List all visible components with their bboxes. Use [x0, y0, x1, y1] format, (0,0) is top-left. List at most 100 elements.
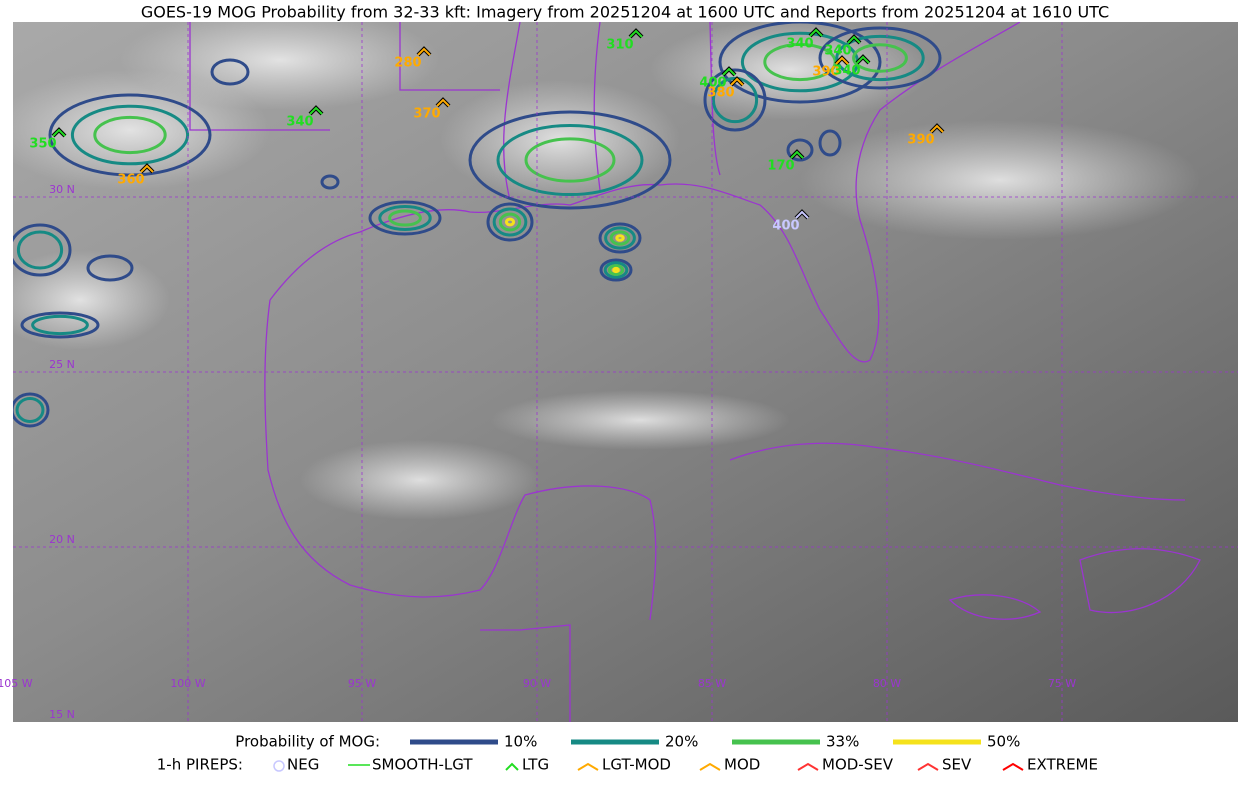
pirep-symbol: [930, 124, 944, 133]
mog-contour: [599, 258, 633, 282]
graticule: [13, 22, 1238, 722]
pirep-symbol: [847, 35, 861, 44]
legend-label: 50%: [987, 733, 1020, 751]
mog-contour: [15, 396, 45, 424]
legend-symbol: [917, 762, 939, 771]
lat-label: 25 N: [49, 358, 75, 371]
legend-label: MOD: [724, 756, 760, 774]
mog-contour: [504, 217, 516, 227]
mog-contour: [368, 200, 442, 236]
pirep-symbol: [795, 210, 809, 219]
pirep-label: 350: [29, 137, 56, 152]
pirep-label: 340: [286, 115, 313, 130]
pirep-symbol: [809, 28, 823, 37]
legend-label: MOD-SEV: [822, 756, 894, 774]
mog-contour: [93, 115, 167, 155]
lon-label: 85 W: [698, 677, 726, 690]
mog-contour: [320, 174, 340, 190]
lon-label: 95 W: [348, 677, 376, 690]
legend-label: NEG: [287, 756, 319, 774]
pirep-label: 280: [394, 56, 421, 71]
mog-contour: [388, 209, 422, 227]
pirep-label: 360: [117, 173, 144, 188]
legend-label: LTG: [522, 756, 549, 774]
lon-label: 75 W: [1048, 677, 1076, 690]
mog-contour: [486, 202, 534, 242]
mog-contour: [86, 254, 134, 282]
pirep-symbol: [856, 55, 870, 64]
lon-label: 90 W: [523, 677, 551, 690]
pirep-label: 340: [824, 44, 851, 59]
mog-contour: [524, 137, 616, 183]
mog-contour: [604, 226, 636, 250]
mog-contour: [20, 311, 100, 339]
legend-symbol: [1002, 762, 1024, 771]
pirep-symbol: [417, 47, 431, 56]
mog-contour: [31, 314, 89, 336]
pirep-label: 390: [812, 65, 839, 80]
mog-contour: [718, 22, 882, 104]
legend-label: 20%: [665, 733, 698, 751]
mog-contour: [835, 34, 925, 82]
legend-symbol: [797, 762, 819, 771]
legend-symbol: [505, 762, 519, 771]
legend-symbol: [577, 762, 599, 771]
pirep-symbol: [436, 98, 450, 107]
lon-label: 100 W: [170, 677, 205, 690]
mog-contour: [378, 204, 432, 232]
pirep-label: 340: [786, 37, 813, 52]
mog-contour: [598, 222, 642, 254]
mog-contour: [210, 58, 250, 86]
pirep-label: 170: [767, 159, 794, 174]
pirep-label: 380: [707, 86, 734, 101]
clouds: [13, 22, 1200, 520]
pirep-symbol: [835, 56, 849, 65]
pirep-symbol: [730, 77, 744, 86]
legend-label: SMOOTH-LGT: [372, 756, 473, 774]
mog-contour: [818, 129, 842, 157]
contours: [13, 22, 942, 428]
lat-label: 15 N: [49, 708, 75, 721]
mog-contour: [786, 138, 814, 162]
pirep-symbol: [309, 106, 323, 115]
mog-contour: [607, 264, 625, 276]
pirep-label: 310: [606, 38, 633, 53]
lat-label: 30 N: [49, 183, 75, 196]
pirep-label: 400: [772, 219, 799, 234]
mog-contour: [612, 266, 620, 274]
pirep-label: 340: [833, 64, 860, 79]
mog-contour: [609, 230, 631, 246]
legend-title: 1-h PIREPS:: [157, 756, 243, 774]
lon-label: 105 W: [0, 677, 33, 690]
mog-contour: [70, 104, 190, 166]
mog-contour: [16, 230, 64, 270]
mog-contour: [492, 207, 528, 237]
lon-label: 80 W: [873, 677, 901, 690]
mog-contour: [13, 223, 72, 277]
pirep-label: 370: [413, 107, 440, 122]
mog-contour: [703, 68, 767, 132]
mog-contour: [496, 123, 644, 197]
legend-label: SEV: [942, 756, 972, 774]
mog-contour: [615, 234, 625, 242]
legend-label: 10%: [504, 733, 537, 751]
mog-contour: [468, 110, 672, 210]
map: [13, 22, 1238, 722]
legend-symbol: [699, 762, 721, 771]
mog-contour: [603, 261, 629, 279]
legend-label: LGT-MOD: [602, 756, 671, 774]
pirep-symbol: [722, 67, 736, 76]
pirep-symbol: [629, 29, 643, 38]
pirep-symbol: [52, 128, 66, 137]
mog-contour: [818, 26, 942, 90]
legend-symbol: [273, 760, 285, 772]
lat-label: 20 N: [49, 533, 75, 546]
mog-contour: [852, 43, 908, 73]
pirep-symbol: [790, 150, 804, 159]
title: GOES-19 MOG Probability from 32-33 kft: …: [141, 3, 1109, 22]
legend-label: 33%: [826, 733, 859, 751]
pirep-symbol: [140, 164, 154, 173]
pirep-label: 400: [699, 76, 726, 91]
